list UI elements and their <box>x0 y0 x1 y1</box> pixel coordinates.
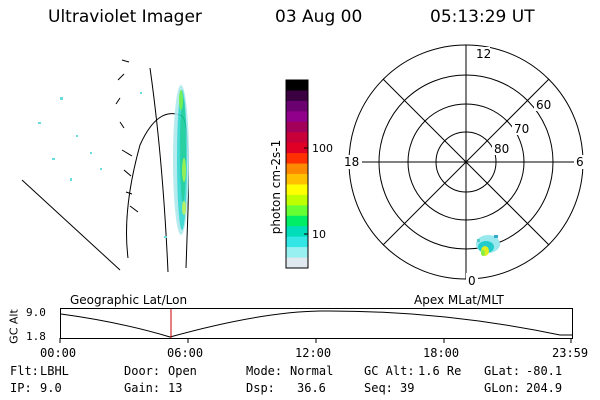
colorbar-band <box>286 184 308 196</box>
time-tick-0: 00:00 <box>40 346 77 360</box>
seq-value: 39 <box>400 381 415 395</box>
color-bar: 100 10 <box>285 79 333 269</box>
glat-label: GLat: <box>484 364 521 378</box>
gain-label: Gain: <box>124 381 161 395</box>
ip-label: IP: <box>10 381 32 395</box>
colorbar-band <box>286 194 308 206</box>
colorbar-band <box>286 121 308 133</box>
filter-value: LBHL <box>40 364 69 378</box>
dsp-value: 36.6 <box>297 381 326 395</box>
colorbar-band <box>286 174 308 185</box>
colorbar-band <box>286 226 308 238</box>
colorbar-band <box>286 100 308 112</box>
gc-alt-value: 1.6 Re <box>418 364 462 378</box>
colorbar-band <box>286 111 308 123</box>
mlt-label-18: 18 <box>344 155 359 169</box>
mode-value: Normal <box>290 364 334 378</box>
colorbar-band <box>286 142 308 154</box>
lat-label-80: 80 <box>494 142 509 156</box>
time-tick-4: 23:59 <box>552 346 589 360</box>
altitude-strip <box>59 308 573 343</box>
dsp-label: Dsp: <box>246 381 275 395</box>
altitude-axis-label: GC Alt <box>7 309 21 344</box>
colorbar-unit-label: photon cm-2s-1 <box>269 139 283 235</box>
colorbar-band <box>286 163 308 175</box>
lat-label-60: 60 <box>536 98 551 112</box>
polar-plot: 12 18 6 0 60 70 80 <box>342 44 586 288</box>
time-label: 05:13:29 UT <box>430 7 535 27</box>
colorbar-band <box>286 80 308 91</box>
colorbar-band <box>286 257 308 269</box>
door-value: Open <box>168 364 197 378</box>
door-label: Door: <box>124 364 161 378</box>
colorbar-band <box>286 90 308 102</box>
colorbar-band <box>286 153 308 165</box>
mlt-label-6: 6 <box>576 155 584 169</box>
gc-alt-label: GC Alt: <box>364 364 415 378</box>
mlt-label-12: 12 <box>476 47 491 61</box>
glon-label: GLon: <box>484 381 521 395</box>
time-tick-2: 12:00 <box>295 346 332 360</box>
ip-value: 9.0 <box>40 381 62 395</box>
geographic-image <box>21 59 189 273</box>
altitude-tick-high: 9.0 <box>26 306 46 319</box>
lat-label-70: 70 <box>514 122 529 136</box>
instrument-title: Ultraviolet Imager <box>48 7 202 27</box>
colorbar-band <box>286 205 308 217</box>
colorbar-tick-100: 100 <box>312 142 333 155</box>
time-tick-1: 06:00 <box>167 346 204 360</box>
geographic-label: Geographic Lat/Lon <box>70 293 188 307</box>
time-tick-3: 18:00 <box>423 346 460 360</box>
mode-label: Mode: <box>246 364 283 378</box>
gain-value: 13 <box>168 381 183 395</box>
colorbar-tick-10: 10 <box>312 228 326 241</box>
colorbar-band <box>286 132 308 144</box>
colorbar-band <box>286 236 308 248</box>
seq-label: Seq: <box>364 381 393 395</box>
glat-value: -80.1 <box>526 364 563 378</box>
colorbar-band <box>286 247 308 259</box>
date-label: 03 Aug 00 <box>275 7 363 27</box>
filter-label: Flt: <box>10 364 39 378</box>
colorbar-band <box>286 215 308 227</box>
altitude-tick-low: 1.8 <box>26 330 46 343</box>
mlt-label-0: 0 <box>468 274 476 288</box>
glon-value: 204.9 <box>526 381 563 395</box>
apex-label: Apex MLat/MLT <box>414 293 504 307</box>
